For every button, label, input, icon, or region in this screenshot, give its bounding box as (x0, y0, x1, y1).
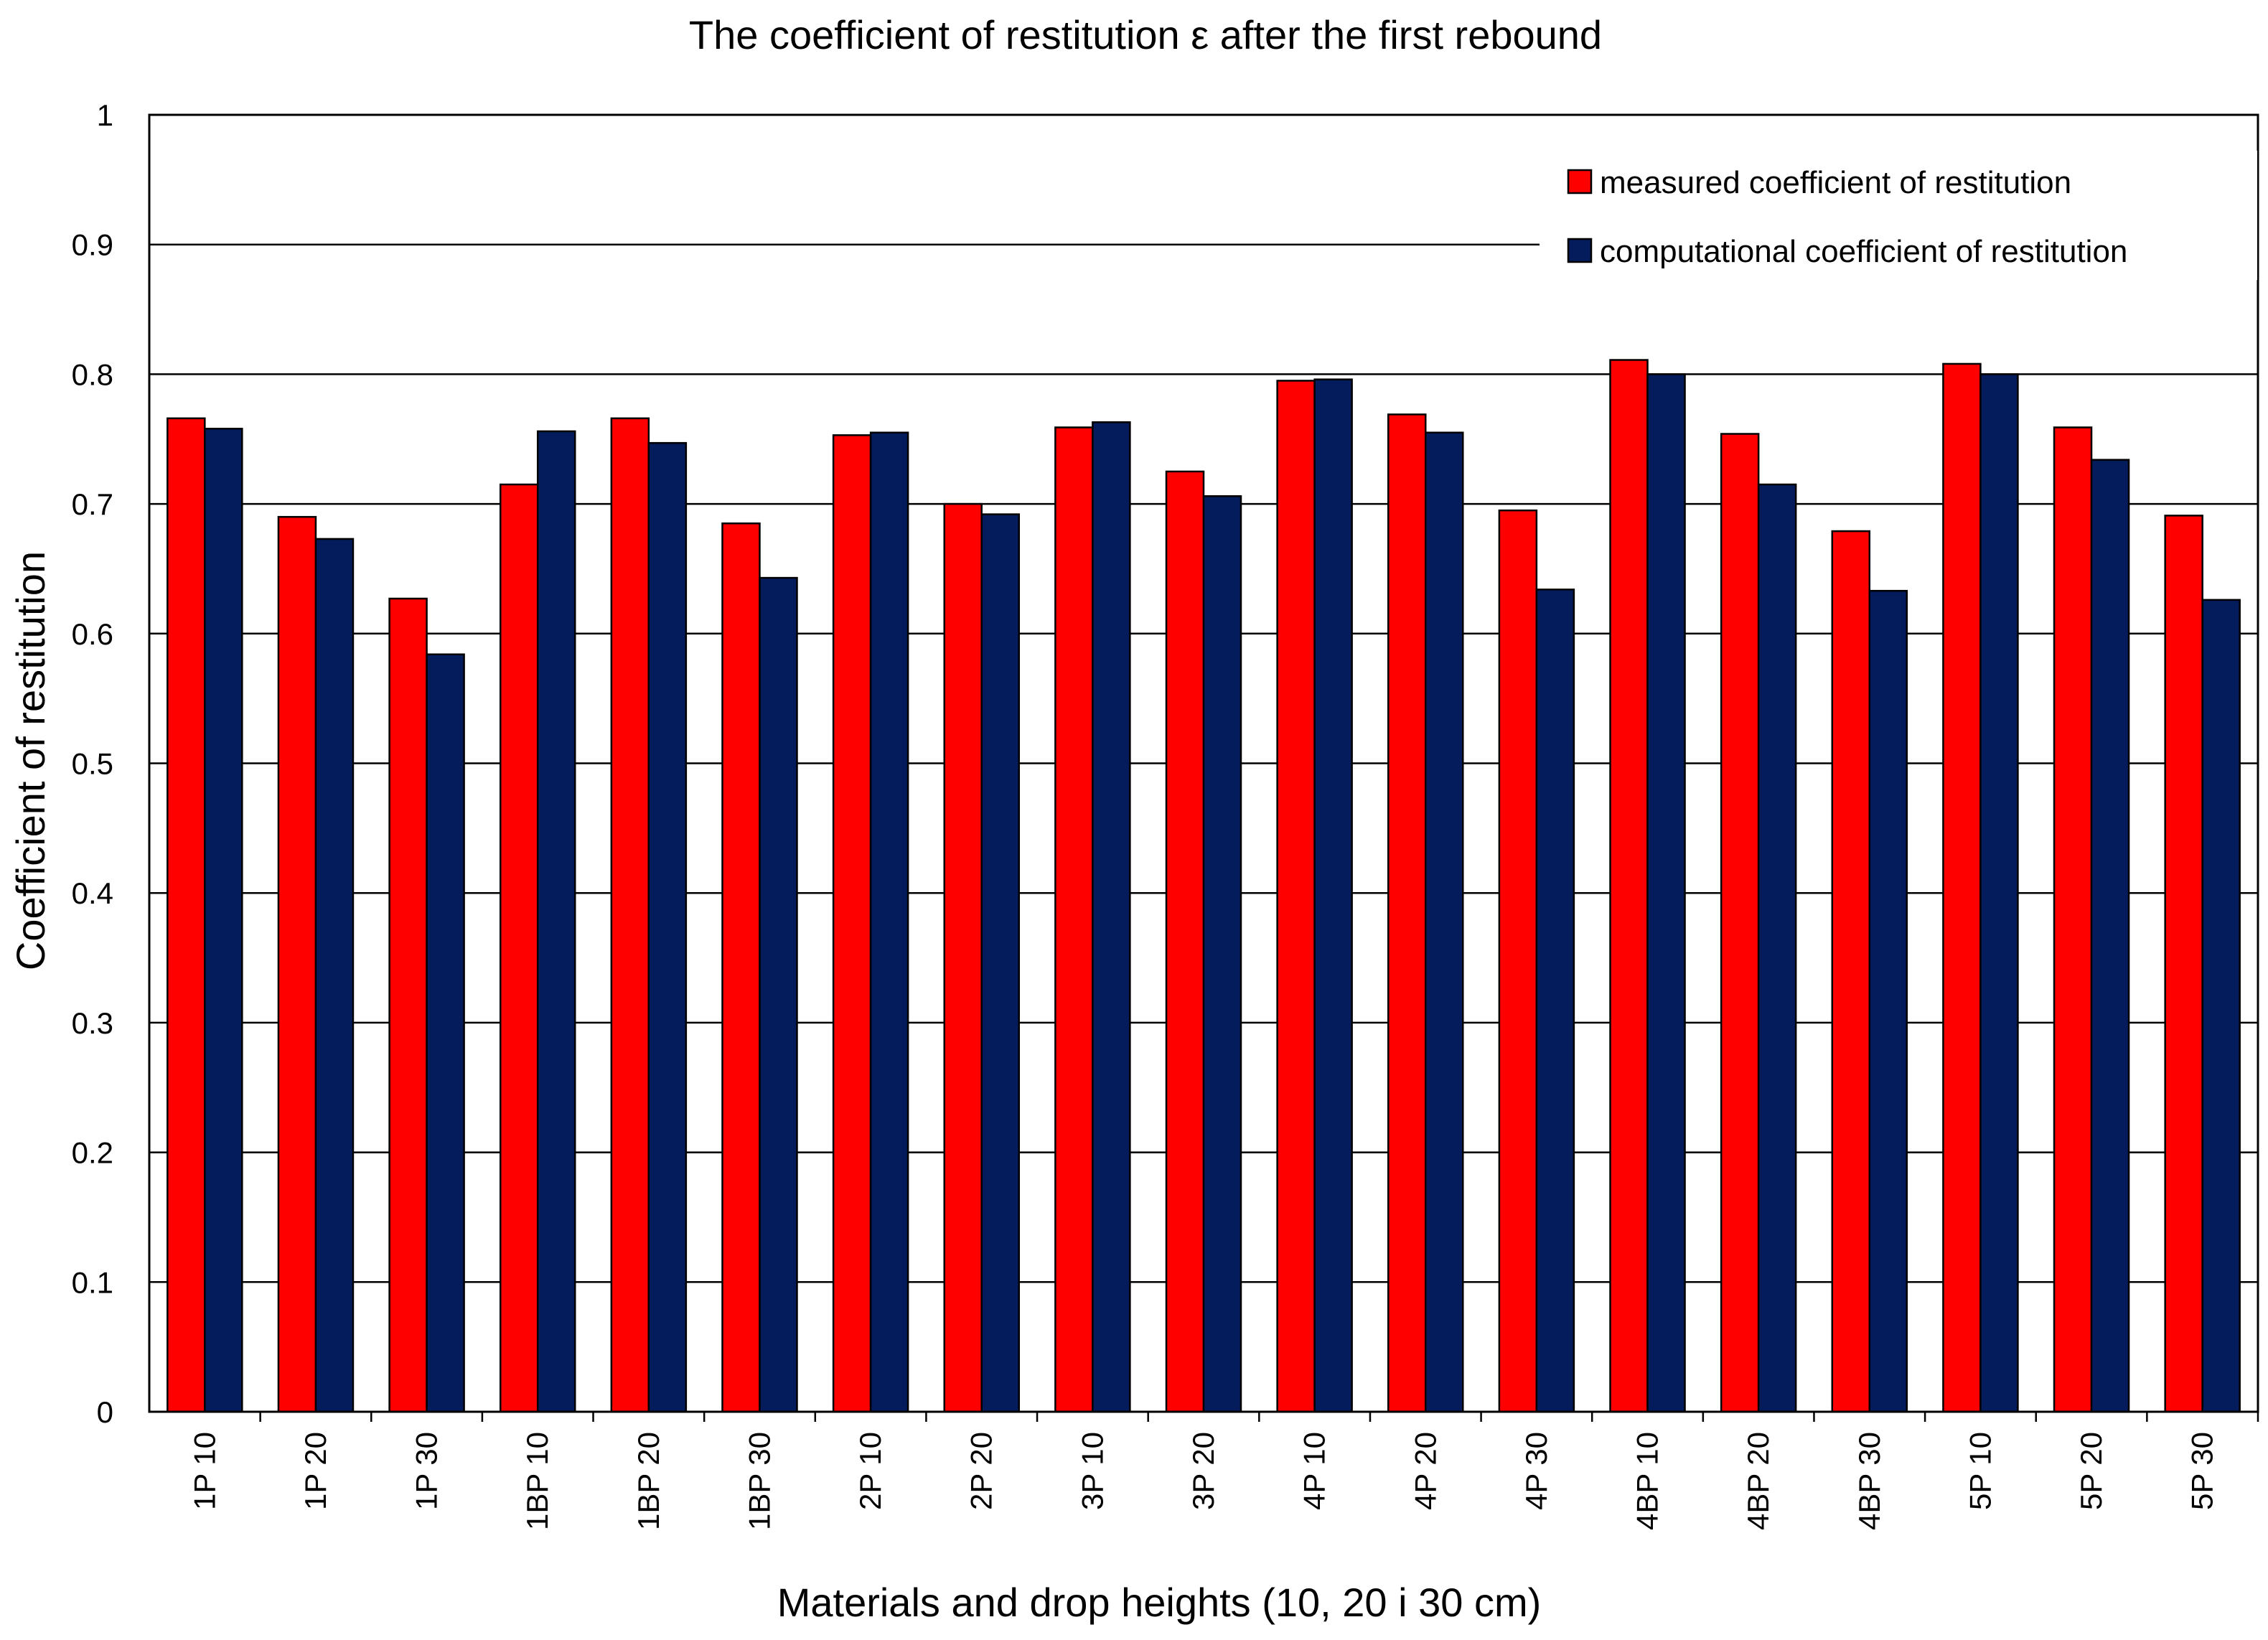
y-tick-label: 0.7 (72, 487, 113, 521)
plot-frame (148, 113, 2259, 1422)
bar-computational (1757, 483, 1797, 1413)
legend-swatch-measured (1567, 169, 1593, 195)
bar-measured (1276, 380, 1316, 1413)
bar-computational (1535, 589, 1575, 1413)
bar-computational (647, 441, 688, 1413)
bar-computational (1425, 431, 1464, 1413)
y-tick-label: 0 (97, 1395, 113, 1429)
y-axis-title: Coefficient of restitution (8, 551, 53, 970)
bar-measured (1720, 433, 1760, 1413)
plot-area-border (148, 113, 2259, 1413)
x-tick-label: 4P 10 (1298, 1432, 1331, 1510)
chart-title: The coefficient of restitution ε after t… (689, 12, 1602, 57)
bar-computational (1313, 378, 1353, 1413)
bar-measured (1831, 530, 1871, 1413)
y-tick-label: 0.2 (72, 1136, 113, 1170)
bar-measured (721, 522, 761, 1413)
y-tick-label: 0.4 (72, 876, 113, 910)
legend-label-computational: computational coefficient of restitution (1600, 234, 2127, 269)
x-tick-label: 4BP 10 (1631, 1432, 1664, 1530)
x-tick-label: 5P 30 (2185, 1432, 2219, 1510)
x-axis-title: Materials and drop heights (10, 20 i 30 … (777, 1580, 1542, 1625)
y-tick-labels: 0 0.1 0.2 0.3 0.4 0.5 0.6 0.7 0.8 0.9 1 (72, 98, 113, 1429)
bar-measured (277, 515, 317, 1413)
x-tick-label: 1BP 30 (742, 1432, 776, 1530)
bar-computational (1202, 495, 1242, 1413)
x-tick-label: 1BP 10 (520, 1432, 554, 1530)
legend-background (1540, 151, 2257, 280)
x-tick-label: 4P 20 (1408, 1432, 1442, 1510)
x-tick-label: 2P 20 (965, 1432, 998, 1510)
x-tick-label: 1BP 20 (632, 1432, 665, 1530)
bar-computational (2201, 599, 2241, 1413)
bar-measured (1054, 426, 1094, 1413)
legend-label-measured: measured coefficient of restitution (1600, 165, 2071, 200)
x-tick-label: 4BP 20 (1741, 1432, 1775, 1530)
x-tick-label: 1P 10 (187, 1432, 221, 1510)
bar-computational (426, 653, 465, 1413)
x-tick-label: 5P 10 (1963, 1432, 1997, 1510)
bar-computational (314, 538, 355, 1413)
x-tick-label: 2P 10 (853, 1432, 887, 1510)
x-tick-label: 5P 20 (2074, 1432, 2108, 1510)
bars (167, 359, 2241, 1413)
bar-measured (1498, 509, 1538, 1413)
x-tick-label: 3P 10 (1075, 1432, 1109, 1510)
bar-computational (536, 430, 576, 1413)
x-tick-label: 1P 20 (299, 1432, 332, 1510)
y-tick-label: 0.5 (72, 747, 113, 781)
y-tick-label: 0.9 (72, 228, 113, 262)
y-tick-label: 0.1 (72, 1265, 113, 1299)
bar-measured (167, 417, 206, 1413)
bar-computational (1092, 421, 1131, 1413)
bar-computational (869, 431, 909, 1413)
y-tick-label: 0.8 (72, 357, 113, 391)
x-tick-label: 1P 30 (410, 1432, 444, 1510)
bar-computational (1979, 373, 2019, 1413)
bar-computational (759, 576, 798, 1413)
x-tick-labels: 1P 10 1P 20 1P 30 1BP 10 1BP 20 1BP 30 2P 10 2P… (187, 1432, 2218, 1530)
bar-computational (1646, 373, 1686, 1413)
y-tick-label: 0.6 (72, 617, 113, 651)
bar-measured (943, 502, 983, 1413)
y-tick-label: 0.3 (72, 1006, 113, 1040)
bar-measured (832, 434, 872, 1413)
x-tick-label: 4BP 30 (1852, 1432, 1886, 1530)
bar-measured (1942, 362, 1982, 1413)
bar-computational (980, 513, 1020, 1413)
bar-measured (1387, 413, 1427, 1413)
bar-computational (1868, 589, 1908, 1413)
bar-computational (2090, 459, 2130, 1413)
y-tick-label: 1 (97, 98, 113, 132)
legend-swatch-computational (1567, 238, 1593, 263)
x-tick-label: 3P 20 (1186, 1432, 1220, 1510)
bar-measured (2053, 426, 2093, 1413)
bar-measured (1165, 470, 1205, 1413)
bar-measured (499, 483, 539, 1413)
bar-measured (1609, 359, 1649, 1413)
legend: measured coefficient of restitution compu… (1540, 151, 2257, 280)
bar-measured (388, 597, 428, 1413)
x-tick-label: 4P 30 (1519, 1432, 1553, 1510)
bar-computational (204, 428, 243, 1413)
bar-measured (610, 417, 650, 1413)
bar-measured (2164, 515, 2203, 1413)
